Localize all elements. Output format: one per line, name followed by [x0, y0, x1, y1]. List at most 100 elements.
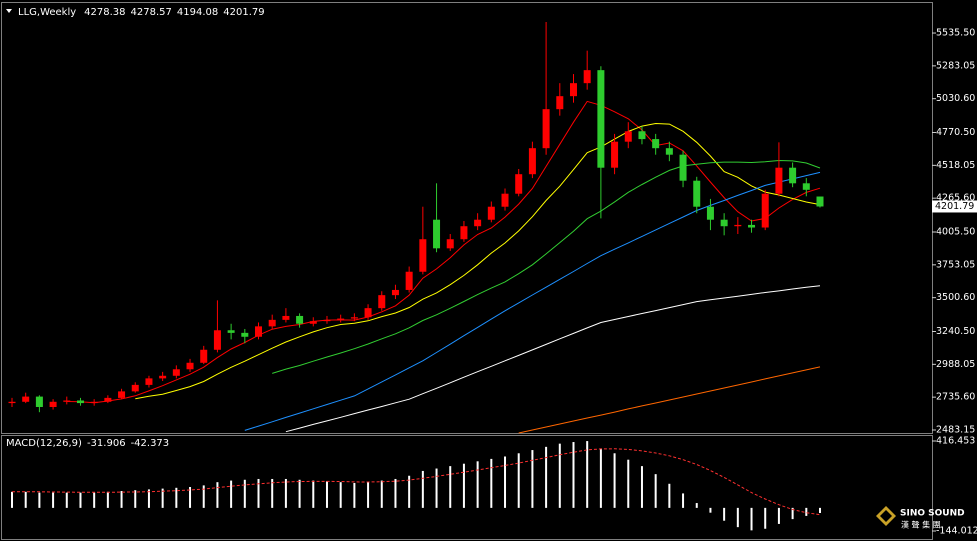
- candle-body: [35, 396, 43, 407]
- macd-bar: [476, 461, 479, 508]
- candle-body: [8, 401, 16, 404]
- macd-bar: [640, 466, 643, 508]
- macd-bar: [394, 478, 397, 508]
- macd-bar: [38, 492, 41, 508]
- candle-body: [364, 308, 372, 318]
- logo-subtitle: 漢 聲 集 團: [901, 520, 941, 530]
- candle-body: [323, 319, 331, 322]
- macd-bar: [462, 463, 465, 508]
- candle-body: [213, 330, 221, 350]
- macd-bar: [435, 468, 438, 508]
- macd-bar: [380, 480, 383, 508]
- y-tick-label: 5283.05: [936, 60, 975, 71]
- ma-line: [135, 122, 821, 400]
- candle-body: [200, 349, 208, 363]
- macd-bar: [65, 492, 68, 508]
- candle-body: [706, 206, 714, 220]
- macd-bar: [408, 475, 411, 508]
- macd-bar: [24, 491, 27, 508]
- macd-frame: [1, 435, 933, 540]
- macd-bar: [654, 474, 657, 508]
- macd-bar: [11, 491, 13, 508]
- macd-bar: [805, 507, 808, 516]
- candle-body: [76, 400, 84, 404]
- y-tick-label: 3240.50: [936, 326, 975, 337]
- macd-bar: [230, 480, 233, 508]
- ma-line: [66, 100, 821, 404]
- candle-body: [49, 401, 57, 407]
- macd-header: MACD(12,26,9) -31.906 -42.373: [6, 438, 169, 449]
- macd-bar: [93, 492, 96, 508]
- y-tick-label: 5030.60: [936, 93, 975, 104]
- candle-body: [159, 375, 167, 379]
- macd-bar: [695, 503, 698, 508]
- macd-bar: [709, 507, 712, 513]
- candle-body: [391, 289, 399, 296]
- macd-bar: [599, 448, 602, 508]
- high-value: 4278.57: [131, 7, 172, 18]
- y-tick-label: 3753.05: [936, 259, 975, 270]
- candle-body: [378, 295, 386, 309]
- macd-bar: [216, 482, 219, 508]
- candle-body: [309, 321, 317, 324]
- y-tick-label: 3500.60: [936, 292, 975, 303]
- macd-bar: [613, 453, 616, 508]
- close-value: 4201.79: [223, 7, 264, 18]
- menu-arrow: [6, 9, 12, 13]
- logo: SINO SOUND 漢 聲 集 團: [876, 506, 965, 530]
- macd-bar: [819, 507, 821, 513]
- ma-line: [518, 366, 821, 434]
- candle-body: [186, 362, 194, 370]
- macd-bar: [147, 489, 150, 508]
- candle-body: [131, 384, 139, 392]
- logo-name: SINO SOUND: [900, 509, 965, 519]
- macd-bar: [189, 486, 192, 508]
- macd-bar: [353, 482, 356, 508]
- macd-bar: [449, 466, 452, 508]
- y-tick-label: 4005.50: [936, 227, 975, 238]
- signal-line: [12, 448, 821, 516]
- macd-bar: [271, 478, 274, 508]
- candle-body: [145, 378, 153, 385]
- candle-body: [583, 70, 591, 84]
- macd-bar: [777, 507, 780, 524]
- candle-body: [501, 193, 509, 207]
- candle-body: [775, 167, 783, 194]
- macd-bar: [545, 446, 548, 508]
- macd-bar: [243, 479, 246, 508]
- y-tick-label: 2988.05: [936, 359, 975, 370]
- macd-bar: [161, 488, 164, 508]
- macd-bar: [120, 491, 123, 508]
- candle-body: [337, 318, 345, 320]
- candle-body: [789, 167, 797, 184]
- macd-bar: [531, 450, 534, 508]
- open-value: 4278.38: [84, 7, 125, 18]
- candle-body: [460, 226, 468, 240]
- macd-bar: [668, 483, 671, 508]
- price-label-box: [932, 200, 977, 213]
- macd-bar: [367, 482, 370, 508]
- candle-body: [693, 180, 701, 207]
- macd-bar: [284, 478, 287, 508]
- candle-body: [63, 400, 71, 402]
- candle-body: [652, 139, 660, 149]
- candle-body: [802, 183, 810, 190]
- candle-body: [624, 131, 632, 142]
- macd-bar: [572, 442, 575, 508]
- candle-body: [474, 219, 482, 227]
- macd-bar: [750, 507, 753, 531]
- y-tick-label: 2735.60: [936, 392, 975, 403]
- candle-body: [665, 148, 673, 155]
- candle-body: [569, 83, 577, 97]
- price-label: 4201.79: [935, 201, 974, 212]
- candle-body: [748, 224, 756, 228]
- candle-body: [487, 206, 495, 220]
- macd-bar: [79, 492, 82, 508]
- candle-body: [611, 141, 619, 168]
- candle-body: [816, 196, 824, 207]
- header: LLG,Weekly 4278.38 4278.57 4194.08 4201.79: [18, 7, 265, 18]
- candle-body: [90, 401, 98, 404]
- macd-bar: [586, 441, 589, 508]
- macd-bar: [298, 479, 301, 508]
